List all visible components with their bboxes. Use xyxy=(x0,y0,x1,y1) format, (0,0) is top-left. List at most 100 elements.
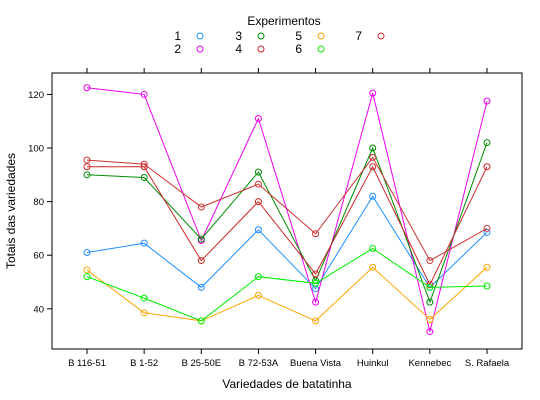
point-7-3 xyxy=(254,180,262,188)
point-1-4 xyxy=(312,285,320,293)
legend-marker-7 xyxy=(377,32,385,40)
legend-label-5: 5 xyxy=(295,29,302,43)
legend-marker-5 xyxy=(317,32,325,40)
series-line-6 xyxy=(86,247,488,322)
series-line-3 xyxy=(86,142,488,304)
point-2-4 xyxy=(312,298,320,306)
legend-item-3: 3 xyxy=(235,29,265,43)
legend-label-2: 2 xyxy=(174,42,181,56)
legend-item-4: 4 xyxy=(235,42,265,56)
point-2-6 xyxy=(426,328,434,336)
point-3-1 xyxy=(140,174,148,182)
x-axis: B 116-51 B 1-52 B 25-50E B 72-53A Buena Vist… xyxy=(68,68,510,369)
series-7 xyxy=(83,153,491,265)
y-tick-label-80: 80 xyxy=(33,197,44,208)
point-7-0 xyxy=(83,156,91,164)
point-6-4 xyxy=(312,279,320,287)
x-tick-label-7: S. Rafaela xyxy=(465,358,510,369)
legend-item-6: 6 xyxy=(295,42,325,56)
point-5-7 xyxy=(483,263,491,271)
x-tick-label-2: B 25-50E xyxy=(181,358,221,369)
y-tick-label-120: 120 xyxy=(28,90,44,101)
point-3-3 xyxy=(254,168,262,176)
point-7-6 xyxy=(426,257,434,265)
x-tick-label-1: B 1-52 xyxy=(130,358,158,369)
point-1-5 xyxy=(369,192,377,200)
point-5-6 xyxy=(426,316,434,324)
point-7-4 xyxy=(312,230,320,238)
legend-item-5: 5 xyxy=(295,29,325,43)
legend-label-6: 6 xyxy=(295,42,302,56)
point-1-3 xyxy=(254,226,262,234)
point-5-5 xyxy=(369,263,377,271)
legend-item-2: 2 xyxy=(174,42,204,56)
point-6-0 xyxy=(83,273,91,281)
y-axis-title: Totais das variedades xyxy=(4,153,18,269)
point-2-3 xyxy=(254,115,262,123)
point-3-7 xyxy=(483,139,491,147)
series-5 xyxy=(83,263,491,325)
legend-label-7: 7 xyxy=(355,29,362,43)
y-tick-label-60: 60 xyxy=(33,251,44,262)
point-2-1 xyxy=(140,90,148,98)
series-line-4 xyxy=(87,165,488,286)
point-5-0 xyxy=(83,266,91,274)
point-4-5 xyxy=(369,163,377,171)
point-4-4 xyxy=(312,270,320,278)
point-1-1 xyxy=(140,239,148,247)
point-2-0 xyxy=(83,84,91,92)
point-2-5 xyxy=(369,89,377,97)
series-layer xyxy=(83,84,491,336)
point-6-5 xyxy=(369,245,377,253)
point-4-7 xyxy=(483,163,491,171)
legend-item-1: 1 xyxy=(174,29,204,43)
point-7-2 xyxy=(197,203,205,211)
x-axis-title: Variedades de batatinha xyxy=(222,377,352,391)
legend-marker-6 xyxy=(317,45,325,53)
x-tick-label-4: Buena Vista xyxy=(290,358,342,369)
point-5-4 xyxy=(312,317,320,325)
y-tick-label-40: 40 xyxy=(33,304,44,315)
plot-frame xyxy=(51,72,523,350)
legend-marker-4 xyxy=(257,45,265,53)
x-tick-label-3: B 72-53A xyxy=(239,358,279,369)
point-3-2 xyxy=(197,235,205,243)
legend-label-3: 3 xyxy=(235,29,242,43)
point-3-5 xyxy=(369,144,377,152)
point-6-6 xyxy=(426,283,434,291)
series-1 xyxy=(83,192,491,293)
point-1-0 xyxy=(83,249,91,257)
series-line-1 xyxy=(86,195,488,290)
point-4-2 xyxy=(197,257,205,265)
y-tick-label-100: 100 xyxy=(28,144,44,155)
legend-label-4: 4 xyxy=(235,42,242,56)
legend: 12 34 56 7 xyxy=(174,29,385,56)
x-tick-label-0: B 116-51 xyxy=(68,358,106,369)
series-3 xyxy=(83,139,491,306)
x-tick-label-6: Kennebec xyxy=(408,358,451,369)
legend-title: Experimentos xyxy=(247,14,320,28)
x-tick-label-5: Huinkul xyxy=(357,358,389,369)
point-3-0 xyxy=(83,171,91,179)
legend-label-1: 1 xyxy=(174,29,181,43)
point-3-6 xyxy=(426,298,434,306)
point-6-3 xyxy=(254,273,262,281)
legend-item-7: 7 xyxy=(355,29,385,43)
legend-marker-2 xyxy=(196,45,204,53)
point-7-5 xyxy=(369,153,377,161)
point-6-7 xyxy=(483,282,491,290)
point-4-0 xyxy=(83,163,91,171)
legend-marker-1 xyxy=(196,32,204,40)
y-axis: 40 60 80 100 120 xyxy=(28,90,52,315)
legend-marker-3 xyxy=(257,32,265,40)
point-1-2 xyxy=(197,283,205,291)
series-line-7 xyxy=(86,156,488,262)
point-2-7 xyxy=(483,97,491,105)
series-line-5 xyxy=(86,266,488,322)
point-5-1 xyxy=(140,309,148,317)
point-6-1 xyxy=(140,294,148,302)
point-4-3 xyxy=(254,198,262,206)
point-1-7 xyxy=(483,228,491,236)
point-7-7 xyxy=(483,224,491,232)
